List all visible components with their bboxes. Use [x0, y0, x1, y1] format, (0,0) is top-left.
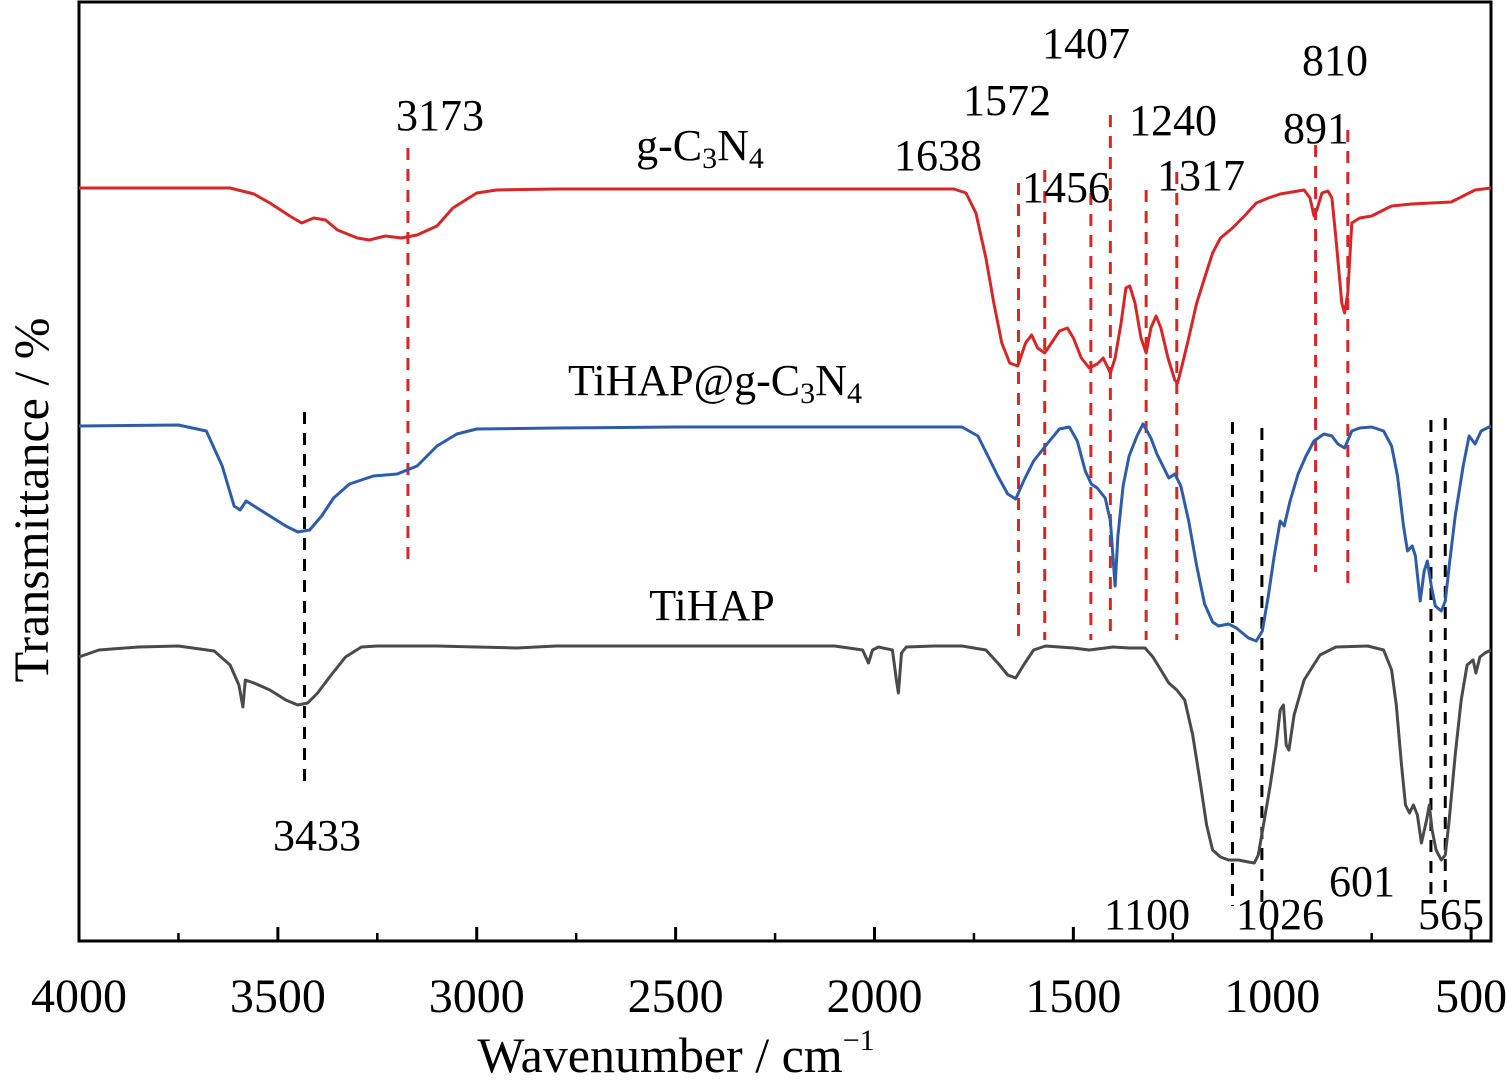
series-label-subscript: 4 [749, 142, 764, 175]
spectra-lines [78, 186, 1492, 865]
series-line [78, 644, 1492, 865]
series-label: TiHAP [649, 581, 775, 630]
x-axis-title-superscript: −1 [843, 1024, 875, 1057]
series-label: TiHAP@g-C3N4 [568, 356, 862, 410]
series-line [79, 186, 1492, 385]
x-tick-label: 1000 [1224, 970, 1320, 1023]
series-label-text: N [815, 356, 847, 405]
peak-label: 3433 [273, 811, 361, 860]
peak-label: 1100 [1104, 890, 1190, 939]
x-tick-label: 500 [1435, 970, 1506, 1023]
peak-label: 601 [1329, 857, 1395, 906]
series-label-subscript: 3 [702, 142, 717, 175]
peak-label: 3173 [396, 91, 484, 140]
peak-label: 1026 [1236, 890, 1324, 939]
peak-label: 1317 [1157, 151, 1245, 200]
x-tick-label: 4000 [31, 970, 127, 1023]
peak-label: 1456 [1022, 163, 1110, 212]
peak-label: 1638 [894, 131, 982, 180]
series-label-text: N [717, 121, 749, 170]
series-label-text: TiHAP@g-C [568, 356, 800, 405]
series-label-subscript: 3 [800, 377, 815, 410]
peak-label: 1572 [963, 76, 1051, 125]
x-axis-title: Wavenumber / cm−1 [477, 1024, 874, 1081]
y-axis-title: Transmittance / % [3, 318, 59, 683]
x-tick-label: 2500 [628, 970, 724, 1023]
x-tick-label: 3000 [429, 970, 525, 1023]
x-tick-label: 1500 [1025, 970, 1121, 1023]
peak-labels: 3173 1638 1572 1456 1407 1317 1240 891 810 3433 11… [273, 19, 1484, 939]
series-label-text: TiHAP [649, 581, 775, 630]
x-tick-label: 3500 [230, 970, 326, 1023]
series-label-text: g-C [636, 121, 702, 170]
peak-label: 891 [1283, 104, 1349, 153]
peak-label: 565 [1418, 890, 1484, 939]
x-tick-label: 2000 [826, 970, 922, 1023]
peak-label: 810 [1302, 36, 1368, 85]
plot-frame [77, 0, 1493, 943]
peak-marker-lines [303, 115, 1447, 906]
x-axis-ticks: 4000 3500 3000 2500 2000 1500 1000 500 [31, 927, 1506, 1023]
peak-label: 1407 [1042, 19, 1130, 68]
series-label-subscript: 4 [847, 377, 862, 410]
series-line [78, 422, 1492, 643]
peak-label: 1240 [1129, 96, 1217, 145]
x-axis-title-text: Wavenumber / cm [477, 1027, 842, 1081]
series-label: g-C3N4 [636, 121, 764, 175]
